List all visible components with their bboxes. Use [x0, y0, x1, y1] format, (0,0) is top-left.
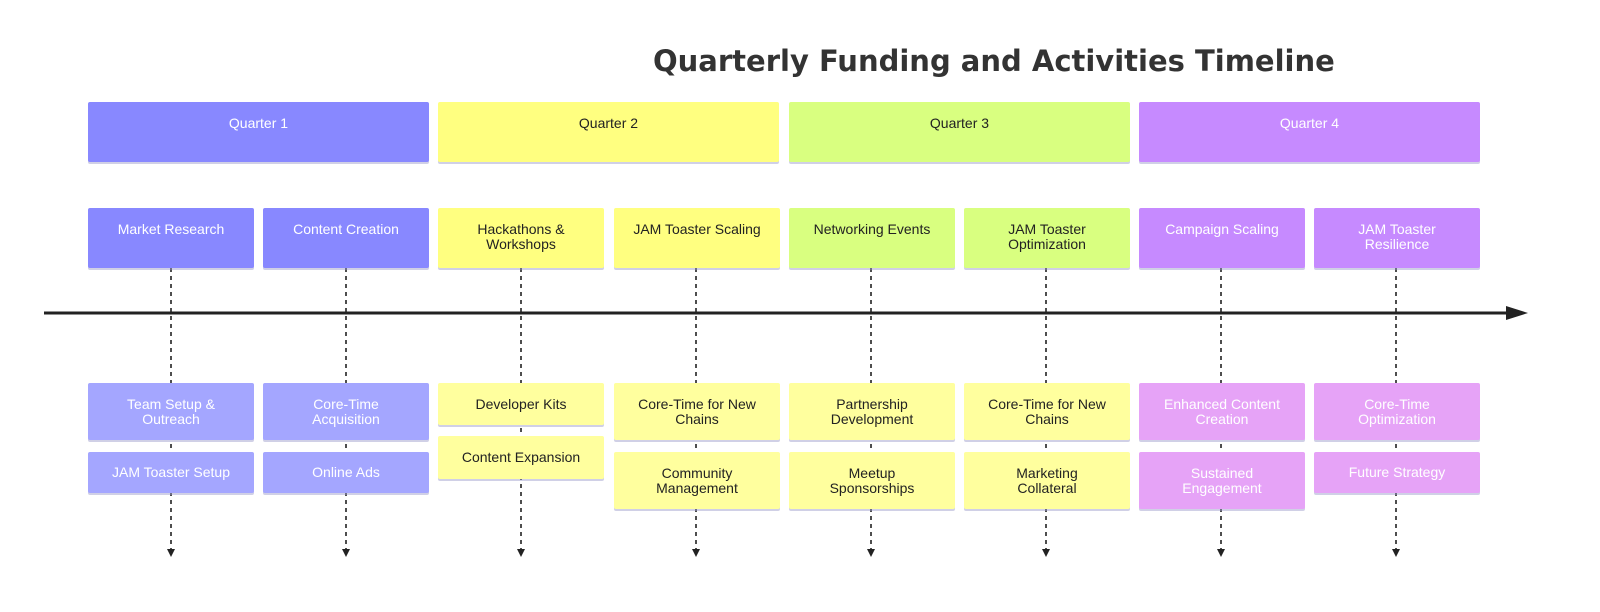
sub-item-box: Community Management — [614, 452, 780, 509]
activity-label: Market Research — [117, 221, 225, 237]
activity-box: Content Creation — [263, 208, 429, 268]
sub-item-box: Sustained Engagement — [1139, 452, 1305, 509]
activity-box: Campaign Scaling — [1139, 208, 1305, 268]
diagram-title: Quarterly Funding and Activities Timelin… — [653, 44, 1335, 78]
sub-item-box: Core-Time for New Chains — [614, 383, 780, 440]
sub-item-label: Future Strategy — [1348, 464, 1446, 480]
activity-box: Hackathons & Workshops — [438, 208, 604, 268]
quarter-4-header: Quarter 4 — [1139, 102, 1480, 162]
sub-item-label: Meetup Sponsorships — [829, 464, 915, 496]
sub-item-label: Marketing Collateral — [1016, 464, 1078, 496]
sub-item-box: Core-Time Optimization — [1314, 383, 1480, 440]
sub-item-label: Developer Kits — [475, 395, 567, 412]
quarter-label: Quarter 1 — [228, 115, 289, 131]
activity-box: JAM Toaster Resilience — [1314, 208, 1480, 268]
sub-item-label: Core-Time for New Chains — [638, 395, 756, 427]
quarter-3-header: Quarter 3 — [789, 102, 1130, 162]
sub-item-box: Team Setup & Outreach — [88, 383, 254, 440]
sub-item-label: Core-Time Acquisition — [312, 395, 380, 427]
activity-box: JAM Toaster Scaling — [614, 208, 780, 268]
sub-item-box: Core-Time Acquisition — [263, 383, 429, 440]
sub-item-label: Sustained Engagement — [1182, 464, 1262, 496]
timeline-arrowhead — [1506, 306, 1528, 320]
sub-item-box: JAM Toaster Setup — [88, 452, 254, 493]
sub-item-box: Developer Kits — [438, 383, 604, 425]
sub-item-box: Marketing Collateral — [964, 452, 1130, 509]
activity-label: JAM Toaster Resilience — [1358, 221, 1436, 252]
sub-item-label: Core-Time for New Chains — [988, 395, 1106, 427]
quarter-2-header: Quarter 2 — [438, 102, 779, 162]
activity-box: JAM Toaster Optimization — [964, 208, 1130, 268]
activity-box: Networking Events — [789, 208, 955, 268]
activity-label: Content Creation — [293, 221, 399, 237]
sub-item-box: Content Expansion — [438, 436, 604, 479]
sub-item-label: Online Ads — [312, 464, 380, 480]
sub-item-box: Partnership Development — [789, 383, 955, 440]
quarter-label: Quarter 4 — [1279, 115, 1340, 131]
activity-label: Campaign Scaling — [1165, 221, 1279, 237]
timeline-axis — [44, 306, 1528, 320]
sub-item-label: Content Expansion — [461, 449, 581, 465]
sub-item-box: Core-Time for New Chains — [964, 383, 1130, 440]
sub-item-box: Future Strategy — [1314, 452, 1480, 493]
sub-item-label: JAM Toaster Setup — [111, 464, 231, 480]
sub-item-box: Online Ads — [263, 452, 429, 493]
sub-item-box: Enhanced Content Creation — [1139, 383, 1305, 440]
activity-label: Hackathons & Workshops — [477, 221, 565, 252]
sub-item-label: Team Setup & Outreach — [127, 395, 215, 427]
connector-arrowheads — [167, 549, 1400, 557]
activity-label: JAM Toaster Optimization — [1008, 221, 1086, 252]
sub-item-label: Core-Time Optimization — [1358, 395, 1436, 427]
activity-label: JAM Toaster Scaling — [633, 221, 761, 237]
sub-item-label: Partnership Development — [830, 395, 914, 427]
quarter-label: Quarter 3 — [929, 115, 990, 131]
activity-box: Market Research — [88, 208, 254, 268]
quarter-label: Quarter 2 — [578, 115, 639, 131]
quarter-1-header: Quarter 1 — [88, 102, 429, 162]
activity-label: Networking Events — [813, 221, 931, 237]
sub-item-label: Enhanced Content Creation — [1164, 395, 1280, 427]
sub-item-box: Meetup Sponsorships — [789, 452, 955, 509]
sub-item-label: Community Management — [656, 464, 738, 496]
